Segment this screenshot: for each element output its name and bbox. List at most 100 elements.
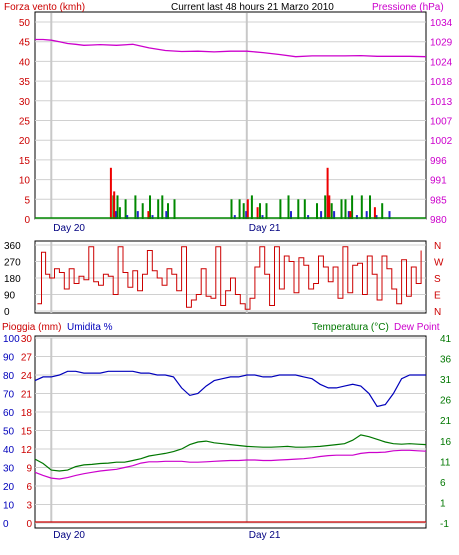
wind-bar-average [388,211,391,219]
temperature-tick-label: 1 [440,498,446,509]
wind-bar-gusts [259,203,261,219]
day-marker-label: Day 21 [249,530,281,541]
wind-bar-peaks [326,167,329,219]
temperature-tick-label: 26 [440,396,452,407]
humidity-tick-label: 50 [3,427,15,438]
wind-bar-gusts [381,203,384,219]
wind-bar-average [355,215,358,219]
wind-bar-gusts [173,199,176,219]
wind-tick-label: 10 [19,176,31,187]
humidity-tick-label: 0 [3,519,9,530]
day-marker-label: Day 20 [53,530,85,541]
wind-bar-gusts [149,195,151,219]
wind-bar-average [365,211,368,219]
wind-direction-line [37,246,422,310]
pressure-tick-label: 1002 [430,136,453,147]
wind-bar-gusts [141,203,144,219]
wind-bar-peaks [113,191,116,219]
temperature-tick-label: 6 [440,478,446,489]
wind-bar-average [333,211,336,219]
panel-wind-pressure: Forza vento (kmh) Current last 48 hours … [4,2,453,234]
wind-bar-peaks [147,211,150,219]
rain-axis-title: Pioggia (mm) [2,322,61,333]
rain-tick-label: 3 [26,501,32,512]
wind-tick-label: 40 [19,57,31,68]
wind-bar-gusts [230,199,233,219]
wind-bar-gusts [340,199,343,219]
wind-tick-label: 20 [19,136,31,147]
temperature-tick-label: 31 [440,375,452,386]
pressure-tick-labels: 980 985 991 996 1002 1007 1013 1018 1024 1029 1034 [430,18,453,226]
temperature-axis-title: Temperatura (°C) [312,322,389,333]
humidity-axis-title: Umidita % [67,322,113,333]
day-marker-label: Day 21 [249,223,281,234]
wind-tick-label: 25 [19,117,31,128]
rain-tick-label: 9 [26,464,32,475]
wind-bar-gusts [297,199,300,219]
wind-tick-label: 0 [24,215,30,226]
wind-tick-label: 5 [24,195,30,206]
wind-bar-gusts [157,199,160,219]
wind-direction-cardinal-label: W [434,258,444,269]
wind-direction-grid [35,242,426,313]
temperature-line [34,434,427,472]
pressure-tick-label: 1029 [430,38,453,49]
wind-bar-average [151,215,154,219]
wind-bar-gusts [238,199,241,219]
wind-bar-average [114,211,117,219]
rain-tick-label: 24 [21,371,33,382]
humidity-tick-label: 70 [3,390,15,401]
rain-tick-label: 12 [21,445,33,456]
wind-bar-average [136,211,139,219]
wind-bar-average [320,211,323,219]
wind-direction-degree-label: 90 [4,291,16,302]
wind-direction-cardinal-label: N [434,307,441,318]
wind-bar-gusts [287,195,290,219]
wind-bar-gusts [134,195,137,219]
dew-point-axis-title: Dew Point [394,322,440,333]
pressure-tick-label: 991 [430,176,447,187]
wind-tick-label: 45 [19,38,31,49]
wind-bar-peaks [256,207,259,219]
humidity-tick-label: 20 [3,482,15,493]
rain-tick-label: 15 [21,427,33,438]
pressure-tick-label: 985 [430,195,447,206]
rain-tick-label: 21 [21,390,33,401]
wind-direction-degree-label: 0 [4,307,10,318]
wind-direction-cardinal-label: S [434,274,441,285]
wind-bar-gusts [161,195,164,219]
panel-temperature-humidity-grid [35,337,426,524]
wind-bar-gusts [330,203,333,219]
temperature-tick-label: 41 [440,334,452,345]
wind-bar-average [126,215,129,219]
humidity-tick-label: 60 [3,408,15,419]
temperature-tick-label: 21 [440,416,452,427]
panel-temperature-humidity-day-markers: Day 20 Day 21 [53,530,281,541]
wind-bar-gusts [351,195,354,219]
wind-bar-gusts [167,203,169,219]
panel-wind-direction-frame [34,240,427,314]
wind-bar-gusts [344,199,347,219]
wind-tick-label: 30 [19,97,31,108]
wind-bar-peaks [349,211,352,219]
wind-bar-gusts [279,199,282,219]
wind-bar-average [347,211,350,219]
rain-tick-label: 18 [21,408,33,419]
panel-wind-pressure-day-markers: Day 20 Day 21 [53,223,281,234]
rain-tick-label: 27 [21,353,33,364]
wind-bar-average [233,215,236,219]
wind-bar-average [290,211,292,219]
humidity-tick-label: 30 [3,464,15,475]
wind-bar-gusts [324,195,327,219]
panel-wind-pressure-frame [34,11,427,220]
pressure-line [35,38,427,58]
humidity-tick-label: 10 [3,501,15,512]
wind-direction-degree-label: 360 [4,241,21,252]
pressure-tick-label: 1024 [430,57,453,68]
wind-bar-average [261,215,264,219]
rain-tick-label: 30 [21,334,33,345]
wind-bar-average [307,215,310,219]
